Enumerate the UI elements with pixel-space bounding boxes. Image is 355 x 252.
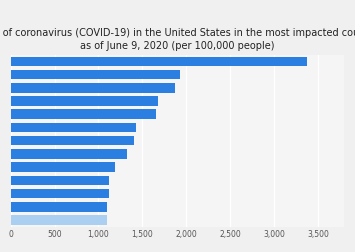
Bar	[11, 57, 307, 67]
Bar	[11, 123, 136, 133]
Bar	[11, 110, 157, 119]
Bar	[11, 149, 127, 159]
Bar	[11, 163, 115, 172]
Bar	[11, 189, 109, 199]
Bar	[11, 84, 175, 93]
Bar	[11, 136, 135, 146]
Bar	[11, 71, 180, 80]
Bar	[11, 202, 107, 212]
Bar	[11, 215, 107, 225]
Title: Rates of coronavirus (COVID-19) in the United States in the most impacted counti: Rates of coronavirus (COVID-19) in the U…	[0, 27, 355, 50]
Bar	[11, 176, 109, 185]
Bar	[11, 97, 158, 106]
